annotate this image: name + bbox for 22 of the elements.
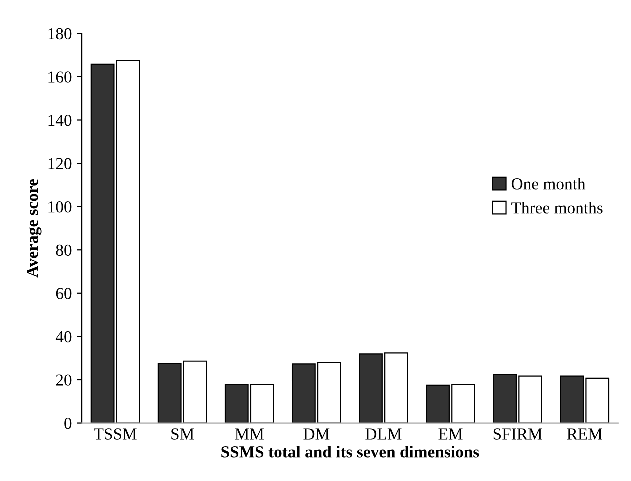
x-tick-label: DLM — [366, 428, 402, 440]
y-tick-label: 140 — [48, 114, 72, 126]
x-tick-label: SFIRM — [494, 428, 542, 440]
legend-label: One month — [512, 178, 586, 190]
y-tick-label: 120 — [48, 158, 72, 170]
x-tick-label: EM — [438, 428, 463, 440]
x-tick-label: TSSM — [94, 428, 137, 440]
y-tick-label: 100 — [48, 202, 72, 213]
y-axis-title: Average score — [27, 179, 42, 278]
y-tick-label: 20 — [56, 374, 72, 386]
x-tick-label: MM — [235, 428, 264, 440]
x-tick-label: SM — [172, 428, 194, 440]
y-tick-label: 0 — [64, 418, 72, 430]
y-tick-label: 60 — [56, 288, 72, 300]
y-tick-label: 180 — [48, 28, 72, 40]
y-tick-label: 40 — [56, 331, 72, 343]
y-tick-label: 80 — [56, 244, 72, 256]
x-axis-title: SSMS total and its seven dimensions — [222, 446, 480, 458]
legend-label: Three months — [512, 202, 603, 214]
x-tick-label: DM — [304, 428, 330, 440]
y-tick-label: 160 — [48, 72, 72, 83]
x-tick-label: REM — [567, 428, 602, 440]
